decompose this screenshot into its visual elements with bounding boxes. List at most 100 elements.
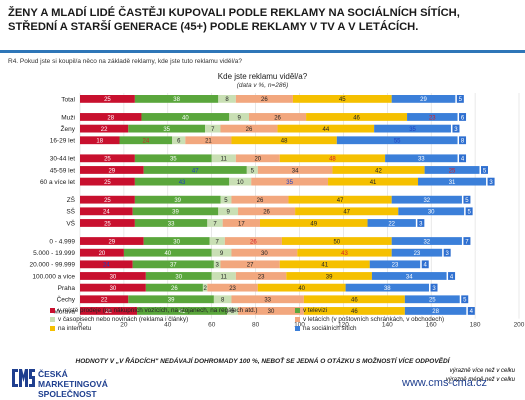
x-tick-label: 100 (294, 322, 305, 329)
legend-swatch (295, 325, 300, 331)
data-label: 29 (108, 168, 115, 174)
bar-segment (235, 272, 287, 280)
data-label: 48 (329, 157, 336, 163)
data-label: 18 (96, 139, 103, 145)
bar-segment (231, 136, 337, 145)
data-label: 40 (164, 251, 171, 257)
cms-logo-icon (12, 369, 35, 387)
bar-segment (80, 177, 135, 186)
bar-segment (145, 283, 203, 292)
chart-subtitle: (data v %, n=286) (236, 82, 289, 89)
x-tick-label: 120 (338, 322, 349, 329)
bar-segment (80, 95, 135, 103)
data-label: 39 (168, 298, 175, 304)
footnote: HODNOTY V „V ŘÁDCÍCH" NEDÁVAJÍ DOHROMADY… (75, 358, 450, 365)
bar-segment (80, 237, 144, 245)
logo-line-1: ČESKÁ (38, 369, 68, 379)
legend-label: v televizi (303, 307, 328, 314)
data-label: 47 (192, 168, 199, 174)
category-label: 100.000 a více (32, 273, 75, 280)
title-line-1: ŽENY A MLADÍ LIDÉ ČASTĚJI KUPOVALI PODLE… (8, 7, 460, 19)
significance-higher: výrazně více než v celku (449, 368, 515, 374)
bar-segment (404, 295, 460, 304)
data-label: 10 (237, 180, 244, 186)
bar-segment (80, 307, 138, 315)
bar-segment (172, 136, 186, 145)
data-label: 20 (99, 251, 106, 257)
tail-label: 4 (424, 263, 428, 269)
bar-segment (277, 124, 375, 133)
tail-label: 3 (454, 127, 458, 133)
bar-segment (235, 95, 293, 103)
tail-label: 5 (465, 198, 469, 204)
data-label: 30 (261, 251, 268, 257)
data-label: 35 (170, 157, 177, 163)
bar-segment (385, 154, 458, 163)
data-label: 26 (105, 309, 112, 315)
data-label: 2 (203, 286, 207, 292)
bar-segment (205, 124, 221, 133)
bar-segment (207, 283, 258, 292)
bar-segment (292, 95, 392, 103)
data-label: 30 (268, 309, 275, 315)
data-label: 6 (177, 139, 181, 145)
bar-segment (80, 124, 129, 133)
logo-wordmark: ČESKÁ MARKETINGOVÁ SPOLEČNOST (38, 369, 108, 399)
bar-segment (213, 260, 221, 269)
data-label: 42 (375, 168, 382, 174)
bar-segment (80, 195, 135, 204)
data-label: 41 (179, 309, 186, 315)
tail-label: 7 (465, 239, 469, 245)
bar-segment (345, 283, 430, 292)
bar-segment (235, 154, 280, 163)
header-divider (0, 50, 525, 53)
category-label: 20.000 - 99.999 (29, 262, 75, 269)
bar-segment (128, 295, 214, 304)
bar-segment (218, 95, 236, 103)
tail-label: 3 (489, 180, 493, 186)
page-title: ŽENY A MLADÍ LIDÉ ČASTĚJI KUPOVALI PODLE… (8, 6, 518, 34)
bar-segment (424, 166, 480, 174)
data-label: 39 (326, 274, 333, 280)
data-label: 33 (418, 157, 425, 163)
tail-label: 3 (446, 251, 450, 257)
x-tick-label: 200 (514, 322, 525, 329)
data-label: 33 (168, 221, 175, 227)
data-label: 25 (104, 180, 111, 186)
category-label: Ženy (61, 124, 76, 133)
data-label: 39 (172, 210, 179, 216)
bar-tail-segment (459, 113, 467, 121)
legend-item-social: na sociálních sítích (295, 325, 357, 332)
bar-segment (185, 136, 232, 145)
data-label: 23 (229, 286, 236, 292)
data-label: 31 (449, 180, 456, 186)
bar-segment (297, 248, 392, 257)
category-label: Čechy (57, 295, 76, 304)
website-link[interactable]: www.cms-cma.cz (402, 377, 487, 389)
bar-segment (80, 154, 135, 163)
bar-segment (367, 219, 416, 227)
bar-segment (123, 248, 212, 257)
bar-segment (257, 283, 346, 292)
bar-segment (227, 307, 239, 315)
tail-label: 8 (461, 139, 465, 145)
bar-segment (80, 295, 129, 304)
data-label: 38 (173, 97, 180, 103)
bar-tail-segment (480, 166, 488, 174)
bar-segment (143, 237, 210, 245)
bar-tail-segment (461, 295, 469, 304)
data-label: 26 (257, 198, 264, 204)
x-tick-label: 20 (120, 322, 128, 329)
bar-tail-segment (459, 154, 467, 163)
bar-segment (132, 260, 214, 269)
bar-segment (220, 195, 232, 204)
data-label: 46 (351, 309, 358, 315)
bar-segment (224, 237, 282, 245)
x-tick-label: 40 (164, 322, 172, 329)
data-label: 43 (179, 180, 186, 186)
bar-segment (371, 272, 447, 280)
data-label: 25 (104, 198, 111, 204)
data-label: 32 (423, 239, 430, 245)
logo-line-3: SPOLEČNOST (38, 389, 97, 399)
